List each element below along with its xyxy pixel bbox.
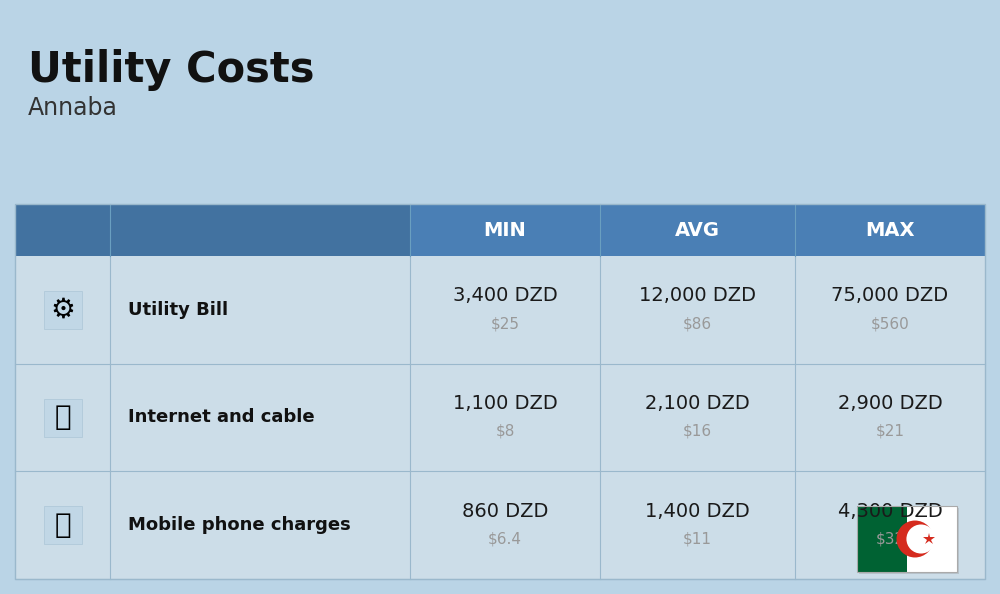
Text: 4,300 DZD: 4,300 DZD — [838, 502, 942, 521]
Text: 1,400 DZD: 1,400 DZD — [645, 502, 750, 521]
Text: $25: $25 — [490, 317, 520, 331]
Text: $86: $86 — [683, 317, 712, 331]
Text: $8: $8 — [495, 424, 515, 439]
Bar — [859, 508, 959, 574]
Bar — [44, 399, 82, 437]
Text: Utility Costs: Utility Costs — [28, 49, 314, 91]
Bar — [857, 506, 907, 572]
Text: Internet and cable: Internet and cable — [128, 409, 315, 426]
Text: 2,100 DZD: 2,100 DZD — [645, 394, 750, 413]
Bar — [15, 204, 110, 256]
Text: $32: $32 — [875, 532, 905, 546]
Bar — [907, 506, 957, 572]
Bar — [44, 506, 82, 544]
Text: 2,900 DZD: 2,900 DZD — [838, 394, 942, 413]
Bar — [15, 204, 985, 579]
Text: 12,000 DZD: 12,000 DZD — [639, 286, 756, 305]
Bar — [15, 471, 985, 579]
Text: MIN: MIN — [484, 220, 526, 239]
Text: Utility Bill: Utility Bill — [128, 301, 228, 319]
Text: $21: $21 — [876, 424, 904, 439]
Text: $11: $11 — [683, 532, 712, 546]
Text: Mobile phone charges: Mobile phone charges — [128, 516, 351, 534]
Bar — [110, 204, 410, 256]
Text: 📶: 📶 — [54, 403, 71, 431]
Text: ⚙: ⚙ — [50, 296, 75, 324]
Text: 📱: 📱 — [54, 511, 71, 539]
Text: Annaba: Annaba — [28, 96, 118, 120]
Text: 1,100 DZD: 1,100 DZD — [453, 394, 557, 413]
Text: AVG: AVG — [675, 220, 720, 239]
Text: 75,000 DZD: 75,000 DZD — [831, 286, 949, 305]
Circle shape — [906, 525, 935, 554]
Text: 3,400 DZD: 3,400 DZD — [453, 286, 557, 305]
Circle shape — [897, 520, 933, 558]
Text: $560: $560 — [871, 317, 909, 331]
Text: 860 DZD: 860 DZD — [462, 502, 548, 521]
Bar — [15, 256, 985, 364]
Bar — [857, 506, 957, 572]
Bar — [15, 204, 985, 256]
Bar — [44, 291, 82, 329]
Text: $6.4: $6.4 — [488, 532, 522, 546]
Bar — [15, 364, 985, 471]
Text: $16: $16 — [683, 424, 712, 439]
Text: MAX: MAX — [865, 220, 915, 239]
